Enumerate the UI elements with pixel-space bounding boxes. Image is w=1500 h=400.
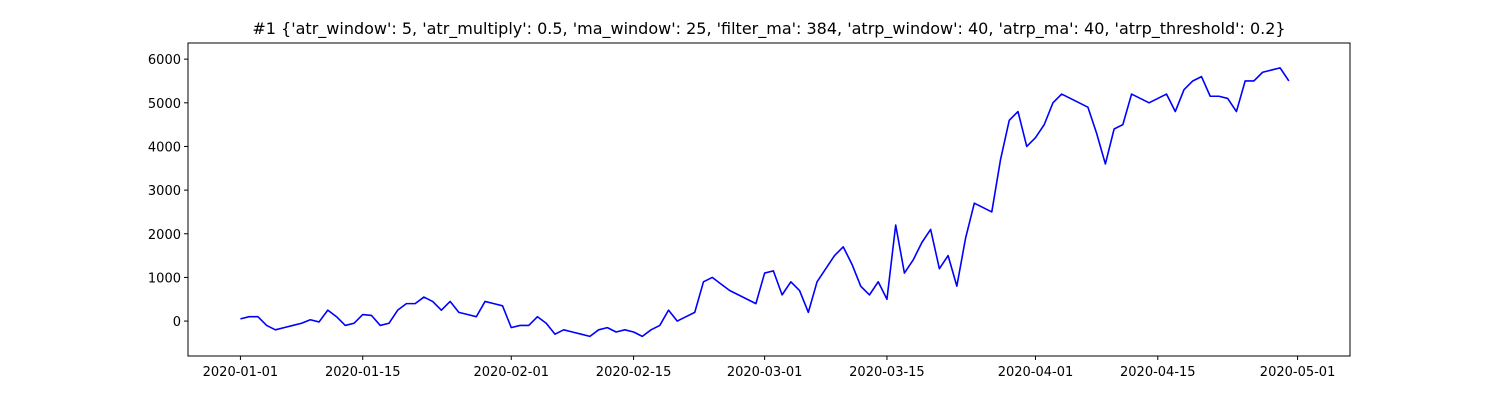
y-tick-label: 6000 [148,53,181,68]
x-tick-label: 2020-05-01 [1260,365,1336,380]
y-tick-label: 3000 [148,184,181,199]
x-tick-label: 2020-01-01 [203,365,279,380]
y-tick-label: 5000 [148,97,181,112]
y-tick-label: 2000 [148,228,181,243]
chart-title: #1 {'atr_window': 5, 'atr_multiply': 0.5… [252,19,1285,39]
x-tick-label: 2020-03-01 [727,365,803,380]
x-tick-label: 2020-02-15 [596,365,672,380]
x-tick-label: 2020-03-15 [849,365,925,380]
x-tick-label: 2020-02-01 [473,365,549,380]
x-tick-label: 2020-04-15 [1120,365,1196,380]
line-series [240,67,1290,338]
x-tick-label: 2020-04-01 [998,365,1074,380]
plot-frame [187,42,1351,357]
y-tick-label: 1000 [148,271,181,286]
y-tick-label: 4000 [148,140,181,155]
y-tick-label: 0 [173,315,181,330]
x-tick-label: 2020-01-15 [325,365,401,380]
